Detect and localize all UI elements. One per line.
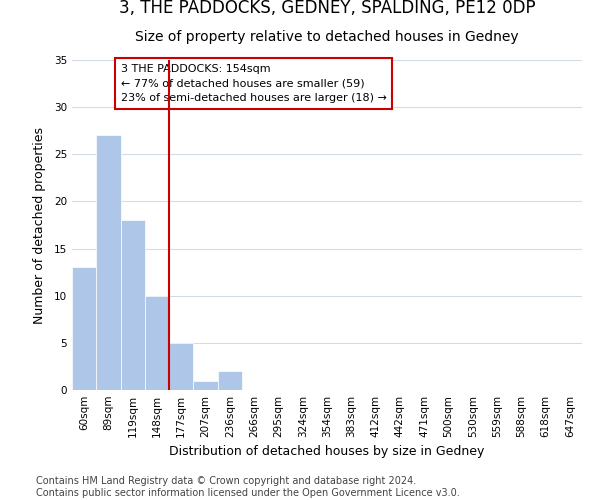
Text: 3, THE PADDOCKS, GEDNEY, SPALDING, PE12 0DP: 3, THE PADDOCKS, GEDNEY, SPALDING, PE12 … xyxy=(119,0,535,17)
X-axis label: Distribution of detached houses by size in Gedney: Distribution of detached houses by size … xyxy=(169,446,485,458)
Bar xyxy=(169,343,193,390)
Bar xyxy=(121,220,145,390)
Bar xyxy=(96,136,121,390)
Text: Size of property relative to detached houses in Gedney: Size of property relative to detached ho… xyxy=(135,30,519,44)
Bar xyxy=(218,371,242,390)
Text: Contains HM Land Registry data © Crown copyright and database right 2024.
Contai: Contains HM Land Registry data © Crown c… xyxy=(36,476,460,498)
Text: 3 THE PADDOCKS: 154sqm
← 77% of detached houses are smaller (59)
23% of semi-det: 3 THE PADDOCKS: 154sqm ← 77% of detached… xyxy=(121,64,386,104)
Bar xyxy=(72,268,96,390)
Bar xyxy=(193,380,218,390)
Bar xyxy=(145,296,169,390)
Y-axis label: Number of detached properties: Number of detached properties xyxy=(32,126,46,324)
